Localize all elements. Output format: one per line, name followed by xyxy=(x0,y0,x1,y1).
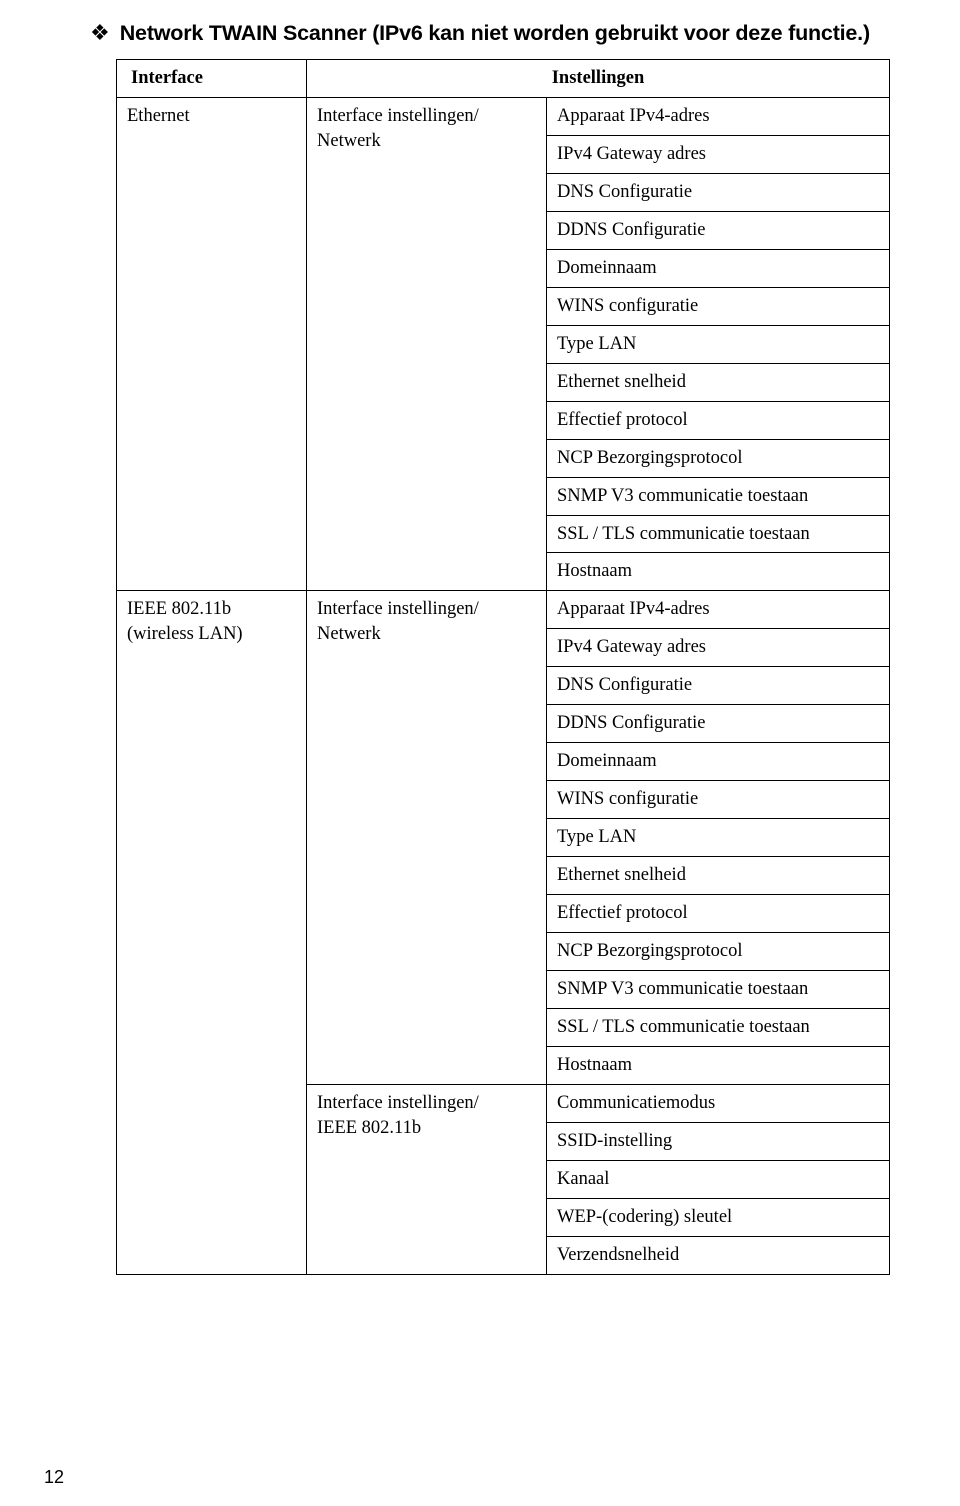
setting-item: DDNS Configuratie xyxy=(547,211,890,249)
setting-item: Verzendsnelheid xyxy=(547,1236,890,1274)
setting-item: SSID-instelling xyxy=(547,1123,890,1161)
setting-item: WINS configuratie xyxy=(547,287,890,325)
setting-item: SNMP V3 communicatie toestaan xyxy=(547,971,890,1009)
setting-group-wireless-ieee: Interface instellingen/ IEEE 802.11b xyxy=(307,1085,547,1275)
setting-item: DNS Configuratie xyxy=(547,173,890,211)
setting-group-ethernet: Interface instellingen/ Netwerk xyxy=(307,97,547,591)
setting-item: WINS configuratie xyxy=(547,781,890,819)
setting-item: WEP-(codering) sleutel xyxy=(547,1198,890,1236)
document-page: ❖ Network TWAIN Scanner (IPv6 kan niet w… xyxy=(0,0,960,1506)
setting-item: SSL / TLS communicatie toestaan xyxy=(547,515,890,553)
table-row: Ethernet Interface instellingen/ Netwerk… xyxy=(117,97,890,135)
setting-item: DNS Configuratie xyxy=(547,667,890,705)
setting-item: Apparaat IPv4-adres xyxy=(547,591,890,629)
table-row: IEEE 802.11b (wireless LAN) Interface in… xyxy=(117,591,890,629)
setting-item: Communicatiemodus xyxy=(547,1085,890,1123)
page-number: 12 xyxy=(44,1467,64,1488)
setting-item: Domeinnaam xyxy=(547,249,890,287)
setting-item: Ethernet snelheid xyxy=(547,363,890,401)
setting-item: NCP Bezorgingsprotocol xyxy=(547,439,890,477)
setting-item: DDNS Configuratie xyxy=(547,705,890,743)
setting-item: Kanaal xyxy=(547,1160,890,1198)
section-heading: ❖ Network TWAIN Scanner (IPv6 kan niet w… xyxy=(90,20,890,47)
setting-item: Hostnaam xyxy=(547,1047,890,1085)
header-instellingen: Instellingen xyxy=(307,59,890,97)
setting-item: Effectief protocol xyxy=(547,401,890,439)
setting-item: SSL / TLS communicatie toestaan xyxy=(547,1009,890,1047)
setting-item: IPv4 Gateway adres xyxy=(547,629,890,667)
header-interface: Interface xyxy=(117,59,307,97)
heading-bullet-icon: ❖ xyxy=(90,22,110,44)
heading-title: Network TWAIN Scanner (IPv6 kan niet wor… xyxy=(120,20,870,47)
setting-item: SNMP V3 communicatie toestaan xyxy=(547,477,890,515)
settings-table: Interface Instellingen Ethernet Interfac… xyxy=(116,59,890,1275)
setting-item: Apparaat IPv4-adres xyxy=(547,97,890,135)
interface-cell-wireless: IEEE 802.11b (wireless LAN) xyxy=(117,591,307,1274)
setting-item: Domeinnaam xyxy=(547,743,890,781)
setting-item: NCP Bezorgingsprotocol xyxy=(547,933,890,971)
interface-cell-ethernet: Ethernet xyxy=(117,97,307,591)
setting-item: Type LAN xyxy=(547,819,890,857)
setting-item: IPv4 Gateway adres xyxy=(547,135,890,173)
setting-item: Ethernet snelheid xyxy=(547,857,890,895)
setting-item: Effectief protocol xyxy=(547,895,890,933)
setting-group-wireless-network: Interface instellingen/ Netwerk xyxy=(307,591,547,1085)
setting-item: Type LAN xyxy=(547,325,890,363)
table-header-row: Interface Instellingen xyxy=(117,59,890,97)
setting-item: Hostnaam xyxy=(547,553,890,591)
